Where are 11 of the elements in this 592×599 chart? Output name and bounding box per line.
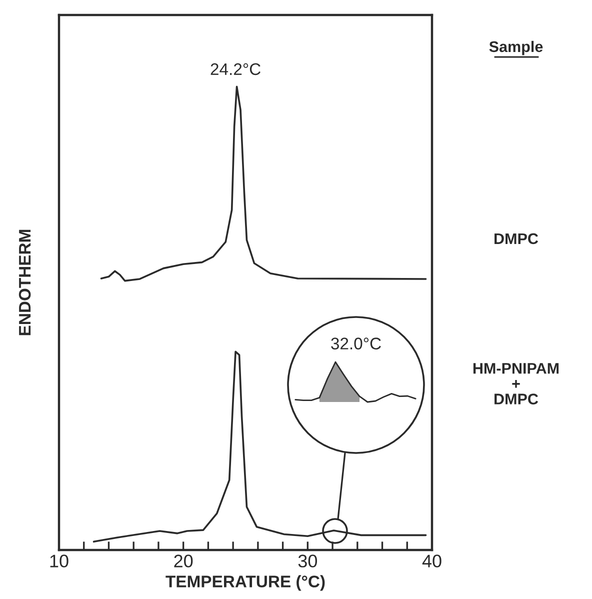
x-tick-label: 10 [50, 554, 68, 568]
annotation: 24.2°C [210, 63, 260, 76]
y-axis-title: ENDOTHERM [18, 230, 31, 336]
text: DMPC [494, 233, 538, 244]
text: HM-PNIPAM + DMPC [473, 363, 559, 404]
x-tick-label: 30 [298, 554, 318, 568]
legend-title: Sample [489, 40, 543, 56]
annotation: 32.0°C [331, 338, 381, 350]
x-axis-title: TEMPERATURE (°C) [166, 575, 325, 591]
x-tick-label: 20 [174, 554, 193, 568]
x-tick-label: 40 [422, 554, 442, 568]
